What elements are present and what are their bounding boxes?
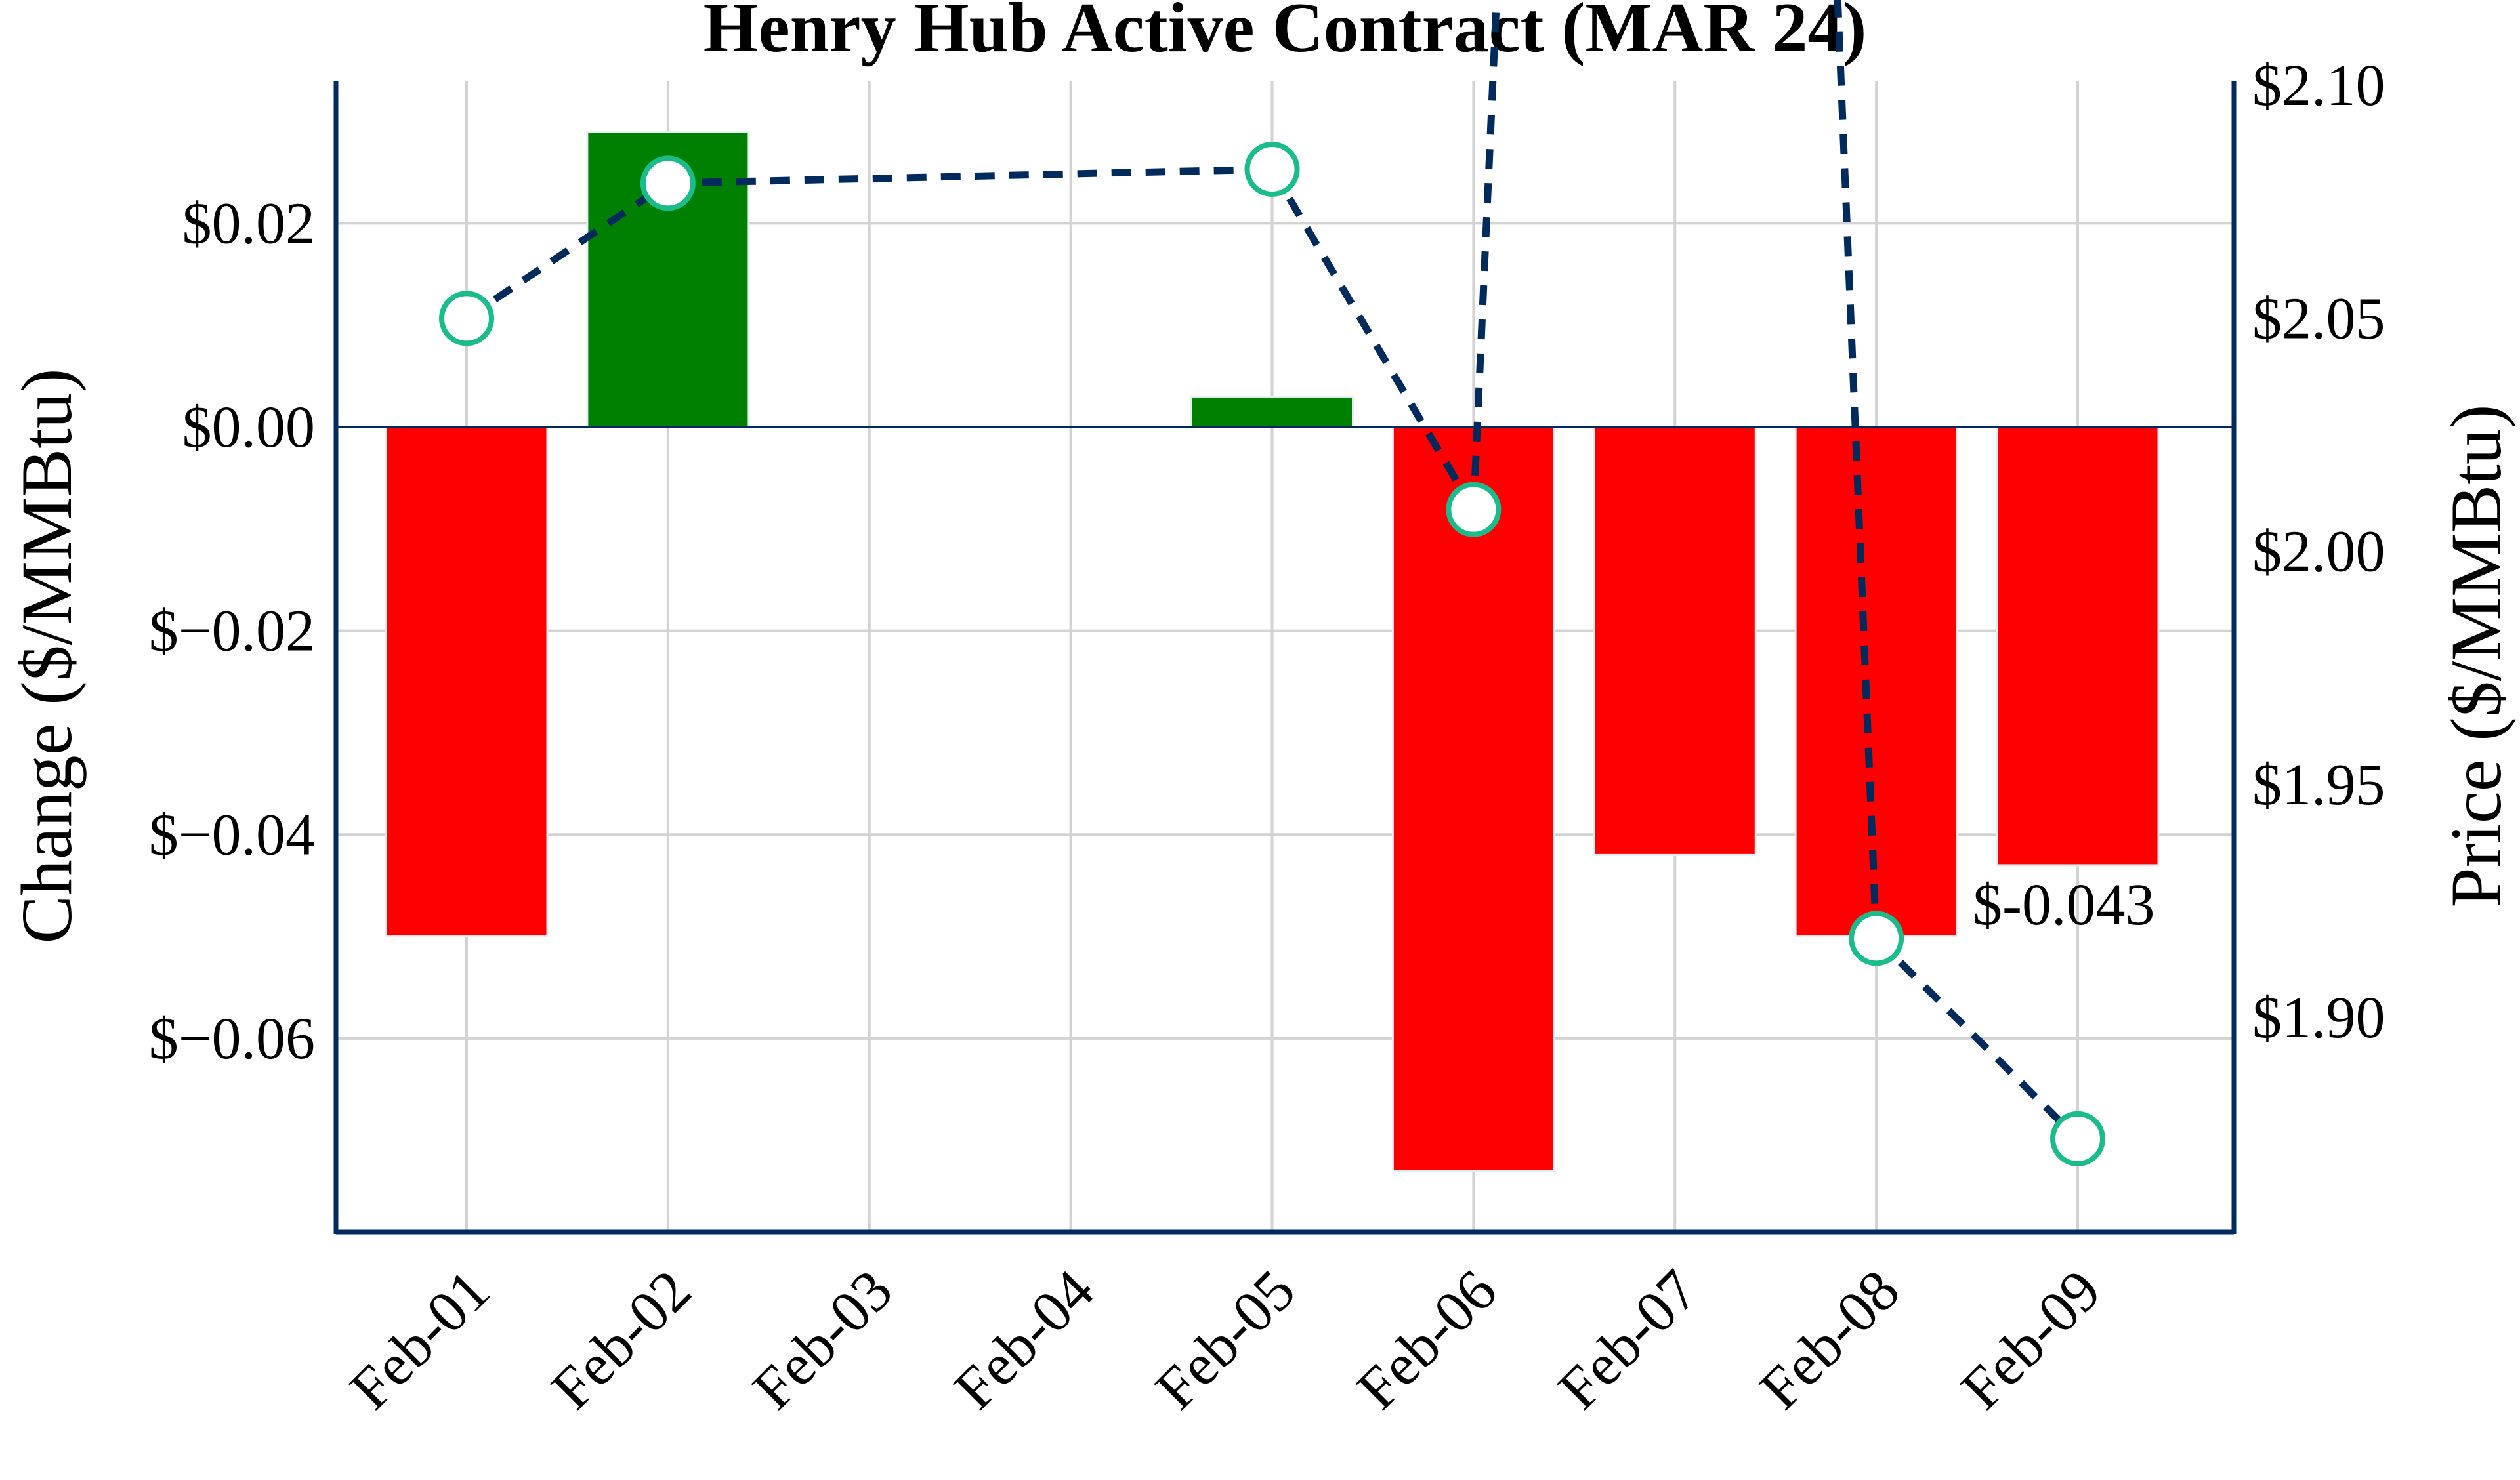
x-tick-label: Feb-04 xyxy=(942,1258,1106,1422)
axes-spines xyxy=(333,81,2236,1235)
price-marker-Feb-02 xyxy=(640,155,696,211)
right-tick-label: $1.90 xyxy=(2252,985,2385,1050)
x-tick-label: Feb-02 xyxy=(539,1258,704,1422)
left-axis-label: Change ($/MMBtu) xyxy=(7,369,87,944)
left-tick-label: $−0.02 xyxy=(149,599,315,664)
price-marker-Feb-01 xyxy=(439,291,494,346)
price-line-segment xyxy=(1269,167,1477,512)
x-tick-label: Feb-05 xyxy=(1143,1258,1307,1422)
left-tick-label: $0.00 xyxy=(182,395,316,460)
left-tick-label: $−0.04 xyxy=(149,802,315,867)
price-marker-Feb-05 xyxy=(1244,142,1300,197)
x-tick-label: Feb-07 xyxy=(1546,1258,1710,1422)
x-tick-label: Feb-01 xyxy=(338,1258,502,1422)
bar-Feb-05 xyxy=(1190,395,1354,428)
bar-Feb-01 xyxy=(385,426,549,938)
price-marker-Feb-06 xyxy=(1446,482,1502,537)
price-line xyxy=(439,0,2105,1166)
right-tick-label: $1.95 xyxy=(2252,752,2385,817)
price-marker-Feb-09 xyxy=(2050,1111,2105,1166)
x-tick-label: Feb-08 xyxy=(1748,1258,1912,1422)
price-line-segment xyxy=(1874,935,2080,1141)
left-tick-label: $−0.06 xyxy=(149,1006,315,1071)
x-tick-label: Feb-09 xyxy=(1949,1258,2113,1422)
price-line-segment xyxy=(667,165,1272,187)
price-line-segment xyxy=(464,180,670,321)
price-marker-Feb-08 xyxy=(1849,911,1904,966)
bar-Feb-06 xyxy=(1391,426,1555,1172)
right-tick-label: $2.00 xyxy=(2252,520,2385,585)
bar-Feb-09 xyxy=(1996,426,2160,867)
x-tick-label: Feb-03 xyxy=(741,1258,905,1422)
bar-Feb-07 xyxy=(1593,426,1757,856)
bars xyxy=(385,131,2160,1172)
bar-annotation: $-0.043 xyxy=(1973,873,2154,937)
right-axis-label: Price ($/MMBtu) xyxy=(2436,405,2516,908)
right-tick-label: $2.10 xyxy=(2252,53,2385,118)
left-tick-label: $0.02 xyxy=(182,191,316,256)
x-tick-label: Feb-06 xyxy=(1345,1258,1509,1422)
right-tick-label: $2.05 xyxy=(2252,286,2385,351)
chart-title: Henry Hub Active Contract (MAR 24) xyxy=(704,0,1867,67)
